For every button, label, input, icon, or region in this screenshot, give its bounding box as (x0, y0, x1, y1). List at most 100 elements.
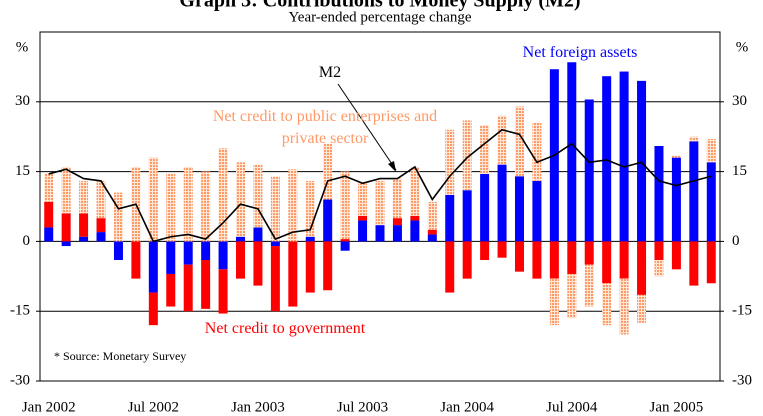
bar (584, 241, 594, 265)
y-tick-label: 30 (15, 93, 30, 109)
bar (201, 171, 211, 242)
bar (567, 62, 577, 242)
bar (462, 190, 472, 242)
bar (236, 236, 246, 242)
bar (480, 173, 490, 242)
bar (497, 115, 507, 165)
bar (305, 241, 315, 293)
bar (270, 246, 280, 312)
bar (392, 218, 402, 226)
bar (567, 241, 577, 274)
bar (619, 241, 629, 279)
bar (236, 162, 246, 237)
bar (61, 166, 71, 214)
bar (514, 176, 524, 242)
bar (619, 278, 629, 335)
bar (96, 232, 106, 242)
bar (236, 241, 246, 279)
bar (340, 241, 350, 251)
bar (706, 162, 716, 242)
y2-unit: % (736, 39, 749, 55)
bar (218, 241, 228, 270)
bar (392, 225, 402, 242)
x-tick-label: Jul 2003 (337, 399, 388, 415)
y-tick-label: -30 (10, 372, 30, 388)
bar (427, 229, 437, 235)
bar (532, 241, 542, 279)
bar (375, 225, 385, 242)
bar (671, 241, 681, 270)
bar (305, 180, 315, 237)
bar (637, 241, 647, 295)
bar (549, 241, 559, 279)
bar (410, 220, 420, 242)
bar (619, 71, 629, 242)
y2-tick-label: -15 (732, 303, 752, 319)
bar (201, 260, 211, 309)
bar (654, 241, 664, 261)
chart-title: Graph 3: Contributions to Money Supply (… (179, 0, 580, 12)
series-label: Net credit to government (204, 320, 366, 337)
bar (410, 215, 420, 221)
bar (567, 273, 577, 319)
bar (689, 241, 699, 286)
series-label: M2 (318, 64, 342, 81)
bar (480, 125, 490, 174)
y-unit: % (16, 39, 29, 55)
x-tick-label: Jan 2003 (231, 399, 285, 415)
chart-subtitle: Year-ended percentage change (288, 9, 471, 25)
bar (410, 166, 420, 216)
m2-arrow (337, 83, 397, 171)
bar (480, 241, 490, 261)
y-tick-label: 0 (23, 233, 31, 249)
bar (166, 273, 176, 307)
bar (445, 129, 455, 195)
bar (706, 241, 716, 284)
bar (253, 164, 263, 228)
bar (445, 241, 455, 293)
bar (689, 141, 699, 242)
series-label: Net credit to public enterprises and pri… (212, 108, 438, 147)
bar (340, 239, 350, 242)
bar (44, 173, 54, 202)
bar (218, 269, 228, 314)
bar (549, 278, 559, 326)
y2-tick-label: 30 (732, 93, 747, 109)
bar (462, 241, 472, 279)
bar (602, 76, 612, 242)
bar (497, 164, 507, 242)
bar (671, 155, 681, 158)
bar (497, 241, 507, 258)
bar (689, 136, 699, 142)
y2-tick-label: 15 (732, 163, 747, 179)
bar (166, 241, 176, 274)
x-tick-label: Jan 2005 (650, 399, 704, 415)
bar (514, 241, 524, 272)
y2-tick-label: 0 (732, 233, 740, 249)
source-note: * Source: Monetary Survey (50, 345, 191, 367)
bar (44, 201, 54, 228)
bar (584, 264, 594, 307)
bar (270, 241, 280, 247)
bar (113, 192, 123, 242)
bar (358, 183, 368, 216)
bar (148, 241, 158, 293)
bar (253, 227, 263, 242)
bar (323, 241, 333, 291)
bar (637, 294, 647, 323)
bar (44, 227, 54, 242)
bar (706, 139, 716, 163)
bar (113, 241, 123, 261)
bar (358, 220, 368, 242)
bar (79, 213, 89, 237)
bar (131, 241, 141, 279)
bar (288, 169, 298, 242)
x-tick-label: Jan 2002 (22, 399, 76, 415)
bar (61, 213, 71, 242)
bar (96, 218, 106, 233)
bar (79, 236, 89, 242)
bar (445, 194, 455, 242)
x-tick-label: Jan 2004 (440, 399, 494, 415)
bar (148, 292, 158, 326)
